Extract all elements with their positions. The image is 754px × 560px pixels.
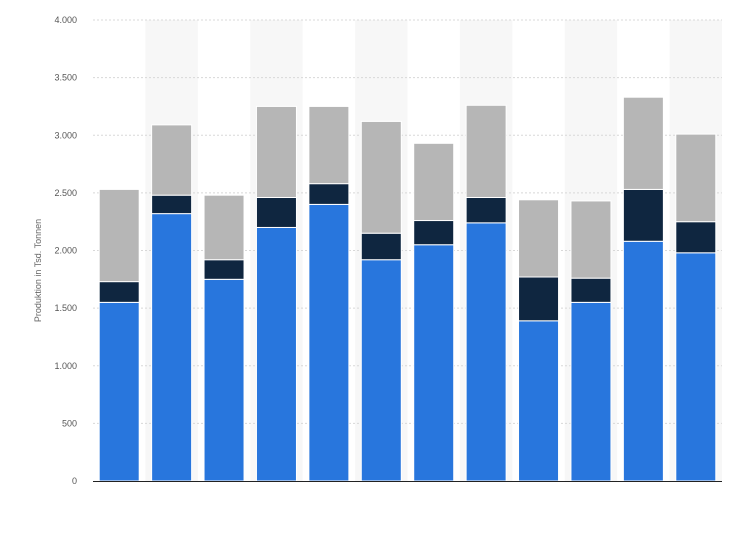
- bar-segment: [622, 96, 664, 190]
- bar-segment: [413, 142, 455, 222]
- bar-segment: [360, 120, 402, 234]
- bar-segment: [308, 183, 350, 205]
- y-tick-label: 1.500: [54, 303, 77, 313]
- bar-segment: [151, 194, 193, 215]
- bars: [98, 96, 717, 482]
- bar-segment: [203, 278, 245, 482]
- bar-segment: [518, 199, 560, 278]
- gridlines: [93, 19, 722, 424]
- bar-segment: [98, 188, 140, 283]
- bar-segment: [151, 213, 193, 482]
- bar-segment: [203, 259, 245, 280]
- bar-segment: [465, 104, 507, 198]
- bar-segment: [465, 222, 507, 482]
- bar-segment: [518, 276, 560, 322]
- bar-segment: [570, 277, 612, 303]
- y-axis-title: Produktion in Tsd. Tonnen: [33, 219, 43, 322]
- y-tick-label: 1.000: [54, 361, 77, 371]
- bar-segment: [413, 220, 455, 246]
- bar-segment: [413, 244, 455, 482]
- y-tick-label: 500: [62, 418, 77, 428]
- y-tick-labels: 0 500 1.000 1.500 2.000 2.500 3.000 3.500 4.000: [54, 15, 77, 486]
- y-tick-label: 0: [72, 476, 77, 486]
- bar-segment: [675, 221, 717, 254]
- y-tick-label: 2.500: [54, 188, 77, 198]
- bar-segment: [570, 200, 612, 279]
- bar-segment: [360, 259, 402, 482]
- bar-segment: [308, 203, 350, 482]
- y-tick-label: 2.000: [54, 246, 77, 256]
- bar-segment: [255, 226, 297, 482]
- bar-segment: [518, 320, 560, 482]
- bar-segment: [98, 281, 140, 303]
- bar-segment: [255, 105, 297, 198]
- bar-segment: [360, 232, 402, 261]
- bar-segment: [308, 105, 350, 185]
- y-tick-label: 4.000: [54, 15, 77, 25]
- y-tick-label: 3.500: [54, 73, 77, 83]
- bar-segment: [570, 301, 612, 482]
- bar-segment: [203, 194, 245, 261]
- y-tick-label: 3.000: [54, 130, 77, 140]
- bar-segment: [255, 196, 297, 228]
- bar-segment: [98, 301, 140, 482]
- bar-segment: [465, 196, 507, 224]
- bar-segment: [675, 252, 717, 482]
- bar-segment: [151, 124, 193, 196]
- bar-segment: [675, 133, 717, 223]
- bar-segment: [622, 188, 664, 242]
- bar-segment: [622, 240, 664, 482]
